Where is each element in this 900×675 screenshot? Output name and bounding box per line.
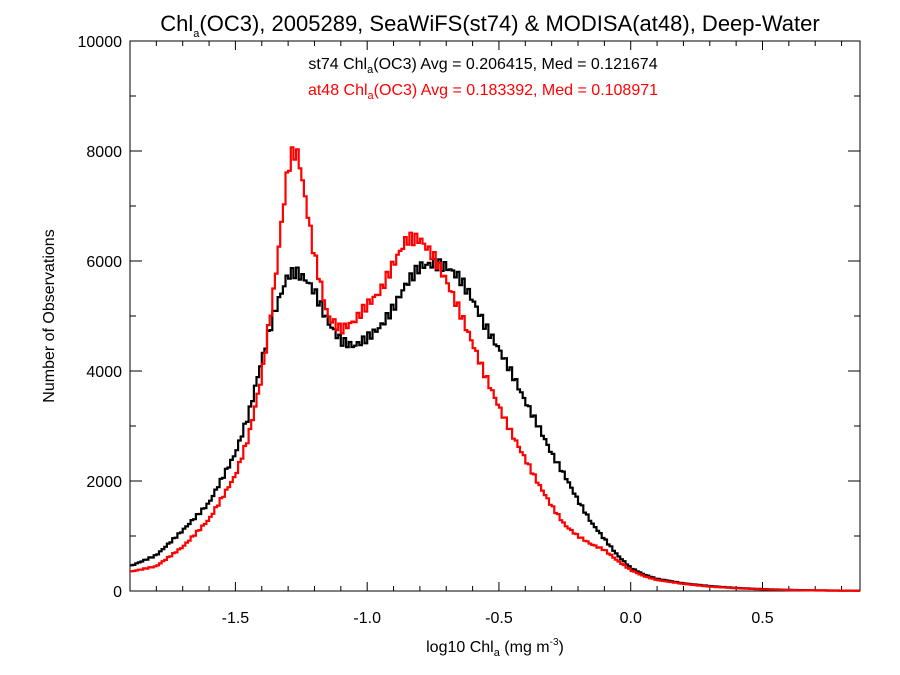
annotation-st74: st74 Chla(OC3) Avg = 0.206415, Med = 0.1…	[308, 56, 657, 76]
annotation-at48: at48 Chla(OC3) Avg = 0.183392, Med = 0.1…	[308, 82, 658, 102]
plot-frame	[129, 40, 861, 592]
x-axis-label-base: log10 Chl	[426, 639, 494, 656]
chart-title-base: Chl	[160, 11, 193, 36]
chart-title-rest: (OC3), 2005289, SeaWiFS(st74) & MODISA(a…	[199, 11, 819, 36]
series-st74-histogram	[130, 258, 860, 592]
x-axis-label: log10 Chla (mg m-3)	[426, 637, 564, 659]
y-tick-label: 8000	[86, 144, 122, 161]
chart-title: Chla(OC3), 2005289, SeaWiFS(st74) & MODI…	[160, 11, 819, 40]
x-tick-label: 0.5	[751, 610, 773, 627]
x-axis-label-subscript: a	[494, 647, 501, 659]
x-tick-label: -0.5	[485, 610, 513, 627]
annotation-at48-rest: (OC3) Avg = 0.183392, Med = 0.108971	[374, 82, 658, 99]
x-tick-label: 0.0	[620, 610, 642, 627]
y-tick-label: 4000	[86, 364, 122, 381]
series-layer	[130, 146, 860, 592]
y-tick-label: 10000	[78, 34, 123, 51]
y-tick-label: 0	[113, 584, 122, 601]
annotation-at48-prefix: at48 Chl	[308, 82, 368, 99]
x-axis-label-end: )	[559, 639, 564, 656]
annotation-st74-rest: (OC3) Avg = 0.206415, Med = 0.121674	[373, 56, 657, 73]
y-tick-label: 6000	[86, 254, 122, 271]
chart-title-subscript: a	[193, 28, 200, 40]
y-axis-label: Number of Observations	[41, 229, 58, 402]
annotation-st74-subscript: a	[367, 64, 374, 76]
x-tick-label: -1.0	[353, 610, 381, 627]
annotation-st74-prefix: st74 Chl	[308, 56, 367, 73]
y-tick-label: 2000	[86, 474, 122, 491]
x-axis-label-units: (mg m	[500, 639, 550, 656]
x-axis-label-superscript: -3	[550, 637, 559, 648]
annotation-at48-subscript: a	[368, 90, 375, 102]
series-at48-histogram	[130, 146, 860, 592]
x-tick-label: -1.5	[222, 610, 250, 627]
axis-ticks: -1.5 -1.0 -0.5 0.0 0.5 0 2000 4000 6000 8000 10000	[78, 34, 860, 627]
